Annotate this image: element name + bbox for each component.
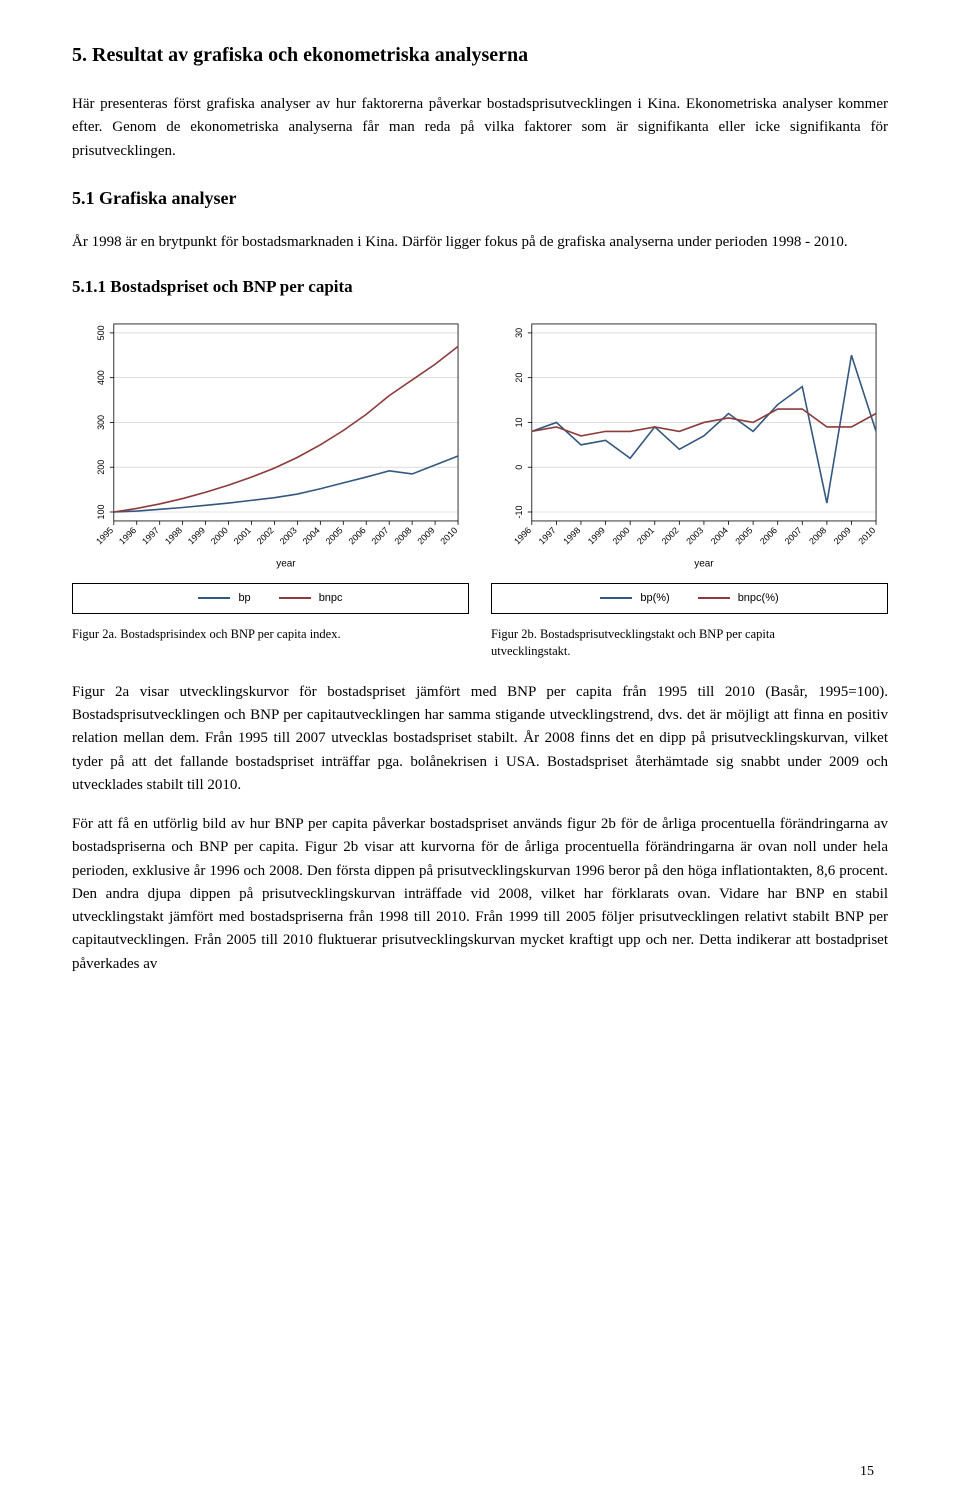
caption-text: utvecklingstakt.	[491, 644, 571, 658]
svg-text:500: 500	[96, 326, 106, 341]
svg-text:100: 100	[96, 505, 106, 520]
legend-label: bnpc(%)	[738, 590, 779, 607]
svg-text:30: 30	[514, 328, 524, 338]
chart-2a: 1002003004005001995199619971998199920002…	[72, 314, 470, 573]
svg-text:300: 300	[96, 415, 106, 430]
legend-item-bnpc-pct: bnpc(%)	[698, 590, 779, 607]
legend-label: bp(%)	[640, 590, 669, 607]
legend-label: bp	[238, 590, 250, 607]
legend-item-bnpc: bnpc	[279, 590, 343, 607]
page-number: 15	[860, 1461, 874, 1483]
caption-2a: Figur 2a. Bostadsprisindex och BNP per c…	[72, 626, 469, 661]
svg-text:200: 200	[96, 460, 106, 475]
legend-2b: bp(%) bnpc(%)	[491, 583, 888, 614]
chart-2a-wrap: 1002003004005001995199619971998199920002…	[72, 314, 470, 573]
legend-row: bp bnpc bp(%) bnpc(%)	[72, 583, 888, 614]
chart-2b-wrap: -100102030199619971998199920002001200220…	[490, 314, 888, 573]
svg-text:0: 0	[514, 465, 524, 470]
caption-text: Figur 2b. Bostadsprisutvecklingstakt och…	[491, 627, 775, 641]
legend-item-bp-pct: bp(%)	[600, 590, 669, 607]
body-paragraph: Figur 2a visar utvecklingskurvor för bos…	[72, 681, 888, 797]
section-heading: 5. Resultat av grafiska och ekonometrisk…	[72, 40, 888, 71]
legend-2a: bp bnpc	[72, 583, 469, 614]
legend-line-bnpc	[279, 597, 311, 599]
caption-2b: Figur 2b. Bostadsprisutvecklingstakt och…	[491, 626, 888, 661]
legend-line-bnpc-pct	[698, 597, 730, 599]
svg-text:-10: -10	[514, 506, 524, 519]
legend-line-bp-pct	[600, 597, 632, 599]
intro-paragraph: Här presenteras först grafiska analyser …	[72, 93, 888, 163]
legend-label: bnpc	[319, 590, 343, 607]
subsubsection-heading: 5.1.1 Bostadspriset och BNP per capita	[72, 274, 888, 300]
caption-row: Figur 2a. Bostadsprisindex och BNP per c…	[72, 626, 888, 661]
svg-text:20: 20	[514, 373, 524, 383]
svg-text:year: year	[694, 559, 714, 570]
chart-2b: -100102030199619971998199920002001200220…	[490, 314, 888, 573]
body-paragraph: För att få en utförlig bild av hur BNP p…	[72, 813, 888, 976]
legend-item-bp: bp	[198, 590, 250, 607]
subsection-paragraph: År 1998 är en brytpunkt för bostadsmarkn…	[72, 231, 888, 254]
svg-text:400: 400	[96, 370, 106, 385]
subsection-heading: 5.1 Grafiska analyser	[72, 185, 888, 213]
charts-container: 1002003004005001995199619971998199920002…	[72, 314, 888, 573]
svg-text:10: 10	[514, 418, 524, 428]
legend-line-bp	[198, 597, 230, 599]
svg-text:year: year	[276, 559, 296, 570]
